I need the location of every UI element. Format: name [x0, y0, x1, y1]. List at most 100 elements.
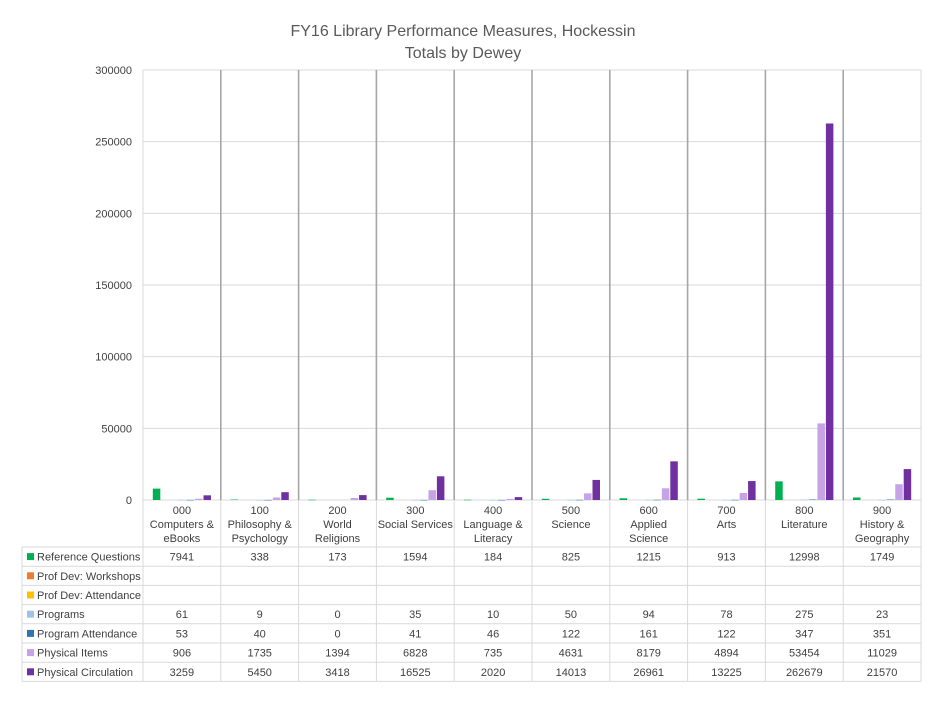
- data-label: 78: [720, 609, 732, 621]
- data-label: 173: [328, 552, 346, 564]
- y-tick-label: 100000: [95, 352, 132, 364]
- x-tick-label: Religions: [315, 533, 361, 545]
- legend-key: [27, 553, 34, 561]
- legend-key: [27, 591, 34, 599]
- chart-subtitle: Totals by Dewey: [405, 45, 522, 62]
- bar: [731, 499, 739, 501]
- bar: [255, 499, 264, 501]
- bar: [464, 499, 472, 501]
- data-label: 275: [795, 609, 813, 621]
- legend-label: Physical Circulation: [37, 667, 133, 679]
- x-tick-label: Geography: [855, 533, 910, 545]
- data-label: 7941: [170, 552, 194, 564]
- x-tick-label: Applied: [630, 519, 667, 531]
- data-label: 0: [334, 609, 340, 621]
- data-label: 61: [176, 609, 188, 621]
- bar: [661, 488, 670, 500]
- data-label: 16525: [400, 667, 431, 679]
- bar: [419, 499, 428, 501]
- chart-title: FY16 Library Performance Measures, Hocke…: [290, 23, 635, 40]
- data-label: 913: [717, 552, 735, 564]
- bar: [748, 481, 756, 500]
- bar: [152, 488, 161, 500]
- data-label: 184: [484, 552, 502, 564]
- data-label: 338: [251, 552, 269, 564]
- bar: [308, 499, 316, 501]
- data-label: 4894: [714, 648, 738, 660]
- bar: [359, 495, 367, 500]
- bar: [272, 497, 281, 500]
- bar: [775, 481, 783, 500]
- bar: [722, 499, 731, 501]
- data-label: 11029: [867, 648, 897, 660]
- data-label: 906: [173, 648, 191, 660]
- data-label: 3259: [170, 667, 194, 679]
- x-tick-label: 900: [873, 505, 891, 517]
- bar: [195, 498, 203, 500]
- data-label: 4631: [559, 648, 583, 660]
- data-label: 6828: [403, 648, 427, 660]
- bar: [489, 499, 497, 501]
- y-tick-label: 200000: [95, 208, 132, 220]
- bar: [386, 497, 394, 500]
- data-label: 2020: [481, 667, 505, 679]
- data-label: 0: [334, 628, 340, 640]
- data-label: 3418: [325, 667, 349, 679]
- data-label: 53: [176, 628, 188, 640]
- data-label: 21570: [867, 667, 898, 679]
- gridlines: [142, 69, 922, 501]
- legend-key: [27, 610, 34, 618]
- data-label: 41: [409, 628, 421, 640]
- bar: [230, 499, 239, 501]
- legend-label: Physical Items: [37, 648, 108, 660]
- x-tick-label: 700: [717, 505, 735, 517]
- x-tick-label: eBooks: [164, 533, 201, 545]
- x-tick-label: World: [323, 519, 352, 531]
- bar: [203, 495, 211, 500]
- data-label: 9: [257, 609, 263, 621]
- bar: [514, 497, 523, 500]
- bar: [903, 469, 912, 500]
- x-tick-label: Literature: [781, 519, 827, 531]
- data-label: 35: [409, 609, 421, 621]
- x-tick-label: 800: [795, 505, 813, 517]
- legend-key: [27, 649, 34, 657]
- data-label: 1749: [870, 552, 894, 564]
- data-label: 10: [487, 609, 499, 621]
- bar: [541, 498, 550, 500]
- bar: [619, 498, 628, 500]
- bar: [411, 499, 420, 501]
- legend-label: Prof Dev: Attendance: [37, 590, 141, 602]
- x-tick-label: Computers &: [150, 519, 215, 531]
- x-tick-label: Science: [629, 533, 668, 545]
- bar: [584, 493, 592, 500]
- data-label: 5450: [247, 667, 271, 679]
- bar: [739, 492, 748, 500]
- bar: [878, 499, 886, 501]
- data-label: 351: [873, 628, 891, 640]
- y-tick-label: 150000: [95, 280, 132, 292]
- bar: [264, 499, 272, 501]
- bar: [644, 499, 653, 501]
- x-tick-label: Literacy: [474, 533, 513, 545]
- x-tick-label: 500: [562, 505, 580, 517]
- legend-key: [27, 629, 34, 637]
- bar: [886, 499, 895, 500]
- data-label: 53454: [789, 648, 820, 660]
- legend-key: [27, 572, 34, 580]
- legend-label: Reference Questions: [37, 552, 141, 564]
- data-label: 12998: [789, 552, 820, 564]
- bar: [817, 423, 825, 500]
- y-tick-label: 250000: [95, 137, 132, 149]
- data-label: 735: [484, 648, 502, 660]
- legend-key: [27, 668, 34, 676]
- bar: [350, 498, 359, 500]
- data-label: 94: [643, 609, 655, 621]
- data-label: 122: [562, 628, 580, 640]
- data-label: 46: [487, 628, 499, 640]
- y-tick-label: 300000: [95, 65, 132, 77]
- x-tick-label: 400: [484, 505, 502, 517]
- y-tick-label: 0: [126, 495, 132, 507]
- bar: [506, 498, 514, 500]
